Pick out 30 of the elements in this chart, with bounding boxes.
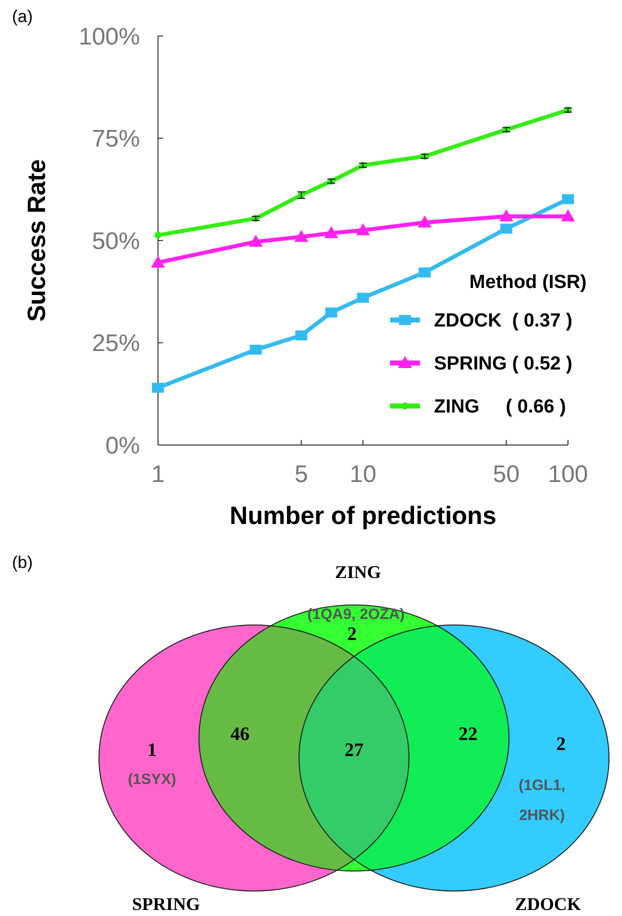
text: (1SYX) — [128, 771, 176, 788]
text: 2 — [347, 624, 357, 645]
y-tick-label: 25% — [92, 330, 140, 358]
text: SPRING — [132, 894, 200, 914]
y-tick-label: 0% — [105, 432, 140, 460]
chart-title: (a) — [12, 7, 33, 26]
x-tick-label: 10 — [350, 461, 376, 488]
x-tick-label: 1 — [151, 461, 165, 488]
x-tick-label: 50 — [492, 461, 520, 488]
text: (1GL1, 2HRK) — [518, 777, 566, 824]
x-tick-label: 5 — [294, 461, 308, 488]
text: (1QA9, 2OZA) — [307, 606, 405, 623]
text: (b) — [12, 553, 33, 572]
y-tick-label: 50% — [92, 228, 140, 255]
legend-label: SPRING ( 0.52 ) — [434, 354, 572, 375]
text: 27 — [344, 740, 364, 761]
text: 2 — [556, 734, 566, 755]
text: ZING — [334, 562, 382, 582]
legend-label: ZDOCK ( 0.37 ) — [434, 310, 572, 332]
text: 22 — [458, 724, 478, 745]
x-tick-label: 100 — [548, 461, 588, 488]
text: ZDOCK — [514, 894, 582, 914]
x-axis-title: Number of predictions — [230, 502, 496, 530]
text: 46 — [230, 724, 250, 745]
legend-title: Method (ISR) — [469, 272, 587, 293]
text: 1 — [147, 740, 157, 761]
y-tick-label: 75% — [92, 126, 140, 153]
y-tick-label: 100% — [78, 23, 140, 50]
y-axis-title: Success Rate — [23, 159, 51, 322]
legend-label: ZING ( 0.66 ) — [434, 396, 566, 418]
